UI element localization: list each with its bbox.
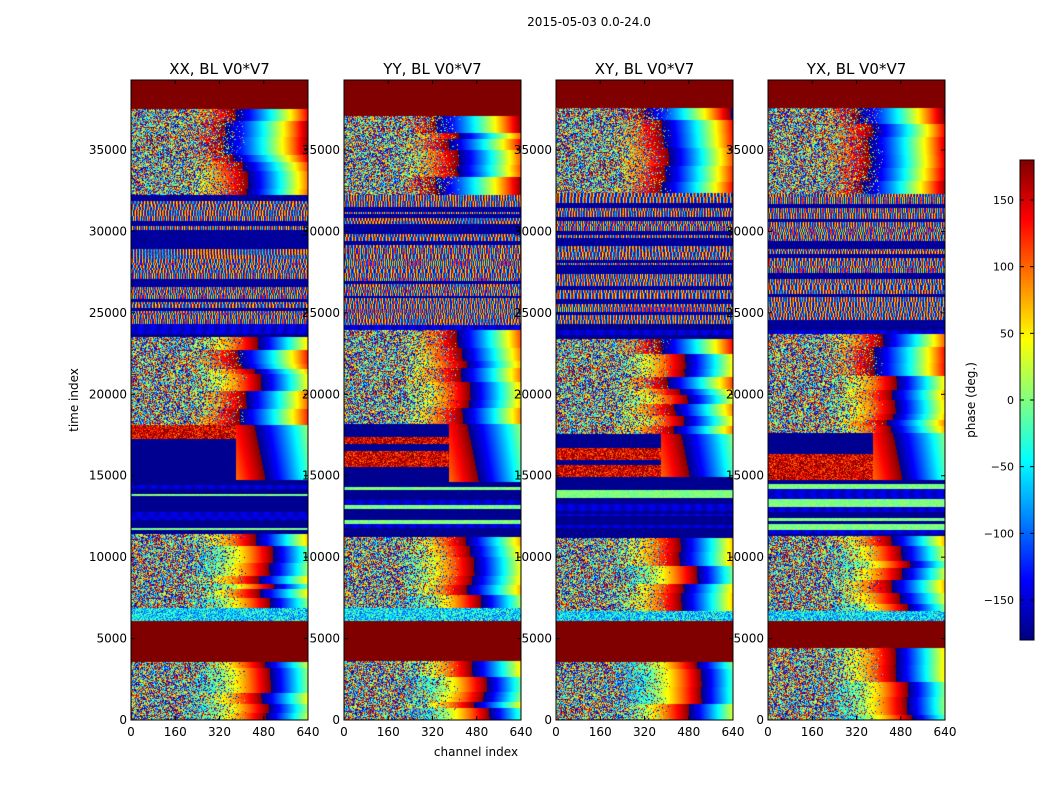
y-tick-label: 10000 <box>302 550 340 564</box>
heatmap-panel: XX, BL V0*V7 0 160 320 480 640 0 5000 10000 15000… <box>89 60 320 739</box>
y-tick-label: 10000 <box>514 550 552 564</box>
y-tick-label: 30000 <box>514 224 552 238</box>
x-axis-label: channel index <box>434 745 518 759</box>
y-tick-label: 35000 <box>89 143 127 157</box>
x-tick-label: 160 <box>801 725 824 739</box>
y-tick-label: 15000 <box>302 469 340 483</box>
x-tick-label: 0 <box>340 725 348 739</box>
panel-title: YX, BL V0*V7 <box>806 60 907 78</box>
y-tick-label: 25000 <box>726 306 764 320</box>
x-tick-label: 320 <box>633 725 656 739</box>
y-tick-label: 35000 <box>302 143 340 157</box>
y-tick-label: 35000 <box>514 143 552 157</box>
y-tick-label: 25000 <box>514 306 552 320</box>
y-tick-label: 15000 <box>726 469 764 483</box>
heatmap-panels: XX, BL V0*V7 0 160 320 480 640 0 5000 10000 15000… <box>89 60 957 739</box>
colorbar-tick-label: 50 <box>1000 327 1014 340</box>
y-tick-label: 20000 <box>302 387 340 401</box>
y-tick-label: 10000 <box>726 550 764 564</box>
x-tick-label: 320 <box>208 725 231 739</box>
colorbar-tick-label: −100 <box>984 527 1014 540</box>
panel-title: XX, BL V0*V7 <box>169 60 270 78</box>
x-tick-label: 0 <box>127 725 135 739</box>
heatmap-image <box>768 80 945 720</box>
heatmap-image <box>556 80 733 720</box>
y-tick-label: 30000 <box>89 224 127 238</box>
x-tick-label: 0 <box>764 725 772 739</box>
y-tick-label: 30000 <box>302 224 340 238</box>
y-tick-label: 20000 <box>514 387 552 401</box>
colorbar-label: phase (deg.) <box>964 362 978 438</box>
colorbar-tick-label: 100 <box>993 261 1014 274</box>
colorbar-tick-label: −50 <box>991 461 1014 474</box>
x-tick-label: 320 <box>845 725 868 739</box>
x-tick-label: 480 <box>677 725 700 739</box>
y-tick-label: 15000 <box>89 469 127 483</box>
colorbar-tick-label: 0 <box>1007 394 1014 407</box>
colorbar-tick-label: −150 <box>984 594 1014 607</box>
y-axis-label: time index <box>67 368 81 432</box>
heatmap-panel: YX, BL V0*V7 0 160 320 480 640 0 5000 10000 15000… <box>726 60 957 739</box>
panel-title: XY, BL V0*V7 <box>595 60 695 78</box>
heatmap-panel: YY, BL V0*V7 0 160 320 480 640 0 5000 10000 15000… <box>302 60 533 739</box>
y-tick-label: 5000 <box>309 632 340 646</box>
y-tick-label: 10000 <box>89 550 127 564</box>
x-tick-label: 480 <box>465 725 488 739</box>
y-tick-label: 20000 <box>89 387 127 401</box>
x-tick-label: 320 <box>421 725 444 739</box>
x-tick-label: 160 <box>377 725 400 739</box>
x-tick-label: 640 <box>722 725 745 739</box>
y-tick-label: 5000 <box>96 632 127 646</box>
panel-title: YY, BL V0*V7 <box>382 60 481 78</box>
x-tick-label: 160 <box>164 725 187 739</box>
x-tick-label: 640 <box>297 725 320 739</box>
x-tick-label: 480 <box>889 725 912 739</box>
heatmap-image <box>131 80 308 720</box>
x-tick-label: 640 <box>510 725 533 739</box>
colorbar-tick-label: 150 <box>993 194 1014 207</box>
heatmap-panel: XY, BL V0*V7 0 160 320 480 640 0 5000 10000 15000… <box>514 60 745 739</box>
y-tick-label: 25000 <box>89 306 127 320</box>
x-tick-label: 480 <box>252 725 275 739</box>
heatmap-image <box>344 80 521 720</box>
x-tick-label: 640 <box>934 725 957 739</box>
y-tick-label: 30000 <box>726 224 764 238</box>
y-tick-label: 0 <box>119 713 127 727</box>
y-tick-label: 5000 <box>521 632 552 646</box>
y-tick-label: 5000 <box>733 632 764 646</box>
colorbar: 150 100 50 0 −50 −100 −150 phase (deg.) <box>964 159 1035 641</box>
y-tick-label: 0 <box>756 713 764 727</box>
x-tick-label: 0 <box>552 725 560 739</box>
y-tick-label: 0 <box>544 713 552 727</box>
y-tick-label: 20000 <box>726 387 764 401</box>
y-tick-label: 0 <box>332 713 340 727</box>
figure-suptitle: 2015-05-03 0.0-24.0 <box>527 15 651 29</box>
y-tick-label: 35000 <box>726 143 764 157</box>
y-tick-label: 15000 <box>514 469 552 483</box>
x-tick-label: 160 <box>589 725 612 739</box>
y-tick-label: 25000 <box>302 306 340 320</box>
